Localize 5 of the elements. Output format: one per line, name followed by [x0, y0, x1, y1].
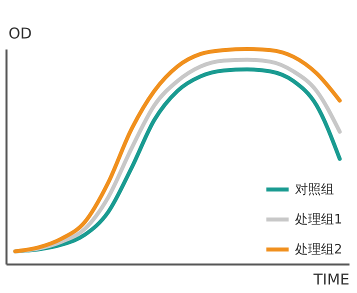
legend-label: 处理组1 — [295, 212, 342, 228]
legend-label: 处理组2 — [295, 242, 342, 258]
y-axis-title: OD — [8, 24, 32, 42]
x-axis-title: TIME — [312, 270, 350, 288]
legend-label: 对照组 — [295, 182, 334, 198]
